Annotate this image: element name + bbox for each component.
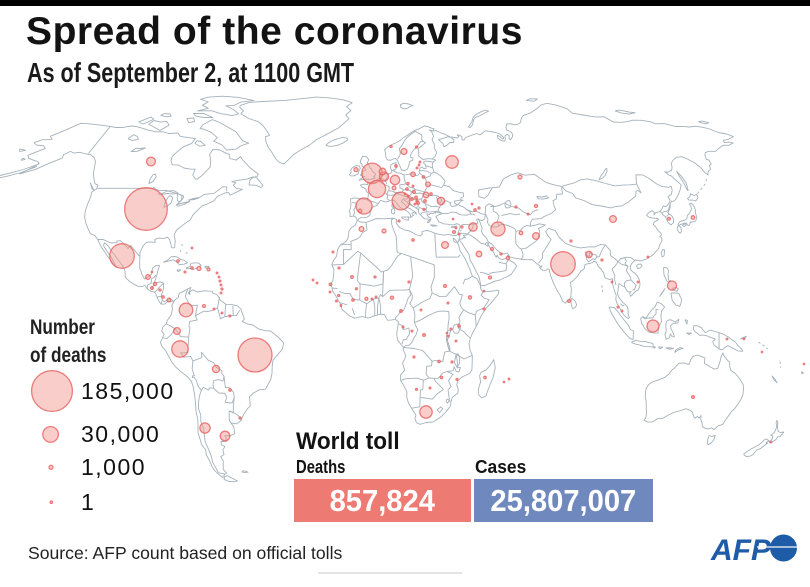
svg-text:AFP: AFP <box>710 534 772 567</box>
